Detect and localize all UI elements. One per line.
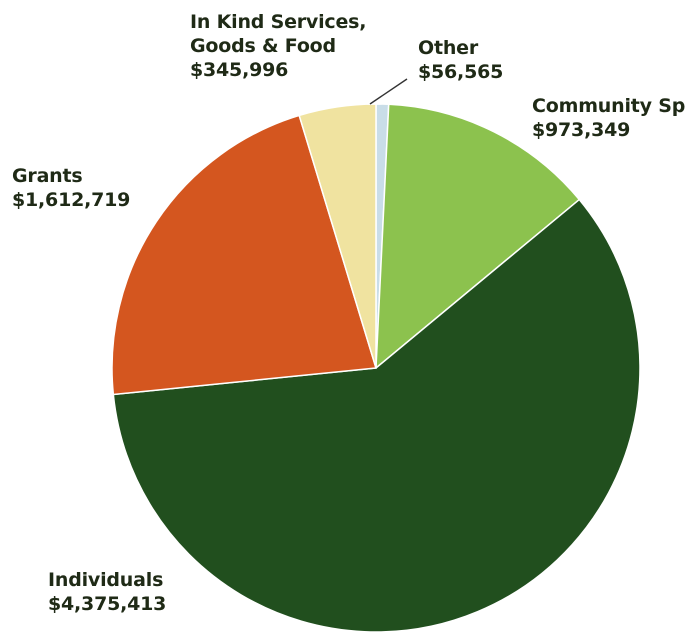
pie-slice-in-kind <box>298 103 377 369</box>
label-individuals: Individuals $4,375,413 <box>48 568 166 616</box>
label-other: Other $56,565 <box>418 36 503 84</box>
label-individuals-name: Individuals <box>48 569 164 591</box>
label-individuals-value: $4,375,413 <box>48 593 167 615</box>
label-grants-value: $1,612,719 <box>12 189 131 211</box>
label-community-name: Community Sp <box>532 95 686 117</box>
pie-slice-community <box>375 103 581 370</box>
label-in-kind-line1: In Kind Services, <box>190 11 367 33</box>
pie-slice-individuals <box>112 198 641 632</box>
label-community: Community Sp $973,349 <box>532 94 685 142</box>
label-in-kind-line2: Goods & Food <box>190 35 336 57</box>
label-in-kind-value: $345,996 <box>190 59 289 81</box>
label-in-kind: In Kind Services, Goods & Food $345,996 <box>190 10 367 82</box>
label-grants-name: Grants <box>12 165 83 187</box>
label-other-name: Other <box>418 37 479 59</box>
other-leader-line <box>369 78 408 105</box>
label-other-value: $56,565 <box>418 61 504 83</box>
pie-slice-grants <box>111 114 377 396</box>
pie-slices <box>111 103 641 632</box>
label-community-value: $973,349 <box>532 119 631 141</box>
label-grants: Grants $1,612,719 <box>12 164 130 212</box>
